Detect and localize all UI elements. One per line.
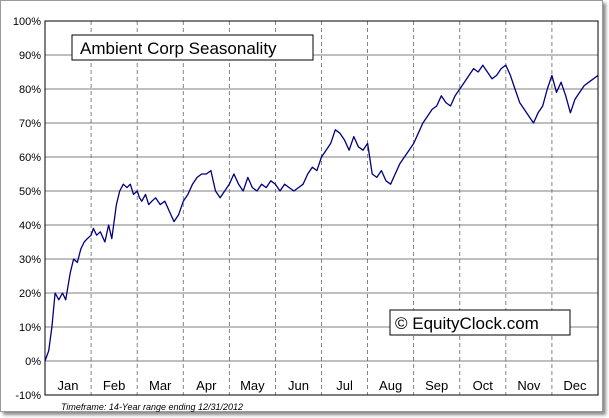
y-tick-label: 10% bbox=[19, 322, 41, 334]
timeframe-footnote: Timeframe: 14-Year range ending 12/31/20… bbox=[61, 402, 243, 412]
plot-area-border bbox=[44, 20, 599, 396]
y-tick-label: -10% bbox=[15, 390, 41, 402]
title-box-border bbox=[71, 34, 314, 61]
x-tick-label: Apr bbox=[196, 378, 217, 393]
chart-title: Ambient Corp Seasonality bbox=[80, 39, 277, 58]
title-box: Ambient Corp Seasonality bbox=[71, 34, 314, 61]
watermark-box-border bbox=[389, 309, 571, 336]
watermark-text: © EquityClock.com bbox=[395, 314, 539, 333]
y-tick-label: 40% bbox=[19, 220, 41, 232]
x-tick-label: Jul bbox=[336, 378, 353, 393]
x-tick-label: Jun bbox=[288, 378, 309, 393]
x-tick-label: Mar bbox=[149, 378, 172, 393]
y-tick-label: 50% bbox=[19, 186, 41, 198]
x-tick-label: Oct bbox=[473, 378, 494, 393]
y-tick-label: 20% bbox=[19, 288, 41, 300]
y-tick-label: 0% bbox=[25, 356, 41, 368]
y-tick-label: 90% bbox=[19, 50, 41, 62]
x-tick-label: Nov bbox=[517, 378, 541, 393]
y-tick-label: 60% bbox=[19, 152, 41, 164]
chart-frame: -10% 0% 10% 20% 30% 40% 50% 60% 70% 80% 90% 100% Ja… bbox=[0, 0, 603, 412]
seasonality-line bbox=[44, 64, 599, 362]
watermark-box: © EquityClock.com bbox=[389, 309, 571, 336]
x-tick-label: Dec bbox=[563, 378, 587, 393]
y-tick-label: 80% bbox=[19, 84, 41, 96]
vertical-gridlines bbox=[90, 21, 553, 395]
x-axis-month-labels: Jan Feb Mar Apr May Jun Jul Aug Sep Oct Nov Dec bbox=[58, 378, 587, 393]
seasonality-chart: -10% 0% 10% 20% 30% 40% 50% 60% 70% 80% 90% 100% Ja… bbox=[13, 16, 599, 412]
x-tick-label: Jan bbox=[58, 378, 79, 393]
y-tick-label: 70% bbox=[19, 118, 41, 130]
y-tick-label: 30% bbox=[19, 254, 41, 266]
x-tick-label: Aug bbox=[379, 378, 402, 393]
x-tick-label: May bbox=[240, 378, 265, 393]
y-axis-tick-labels: -10% 0% 10% 20% 30% 40% 50% 60% 70% 80% 90% 100% bbox=[13, 16, 41, 402]
y-tick-label: 100% bbox=[13, 16, 41, 28]
x-tick-label: Sep bbox=[425, 378, 448, 393]
x-tick-label: Feb bbox=[103, 378, 125, 393]
